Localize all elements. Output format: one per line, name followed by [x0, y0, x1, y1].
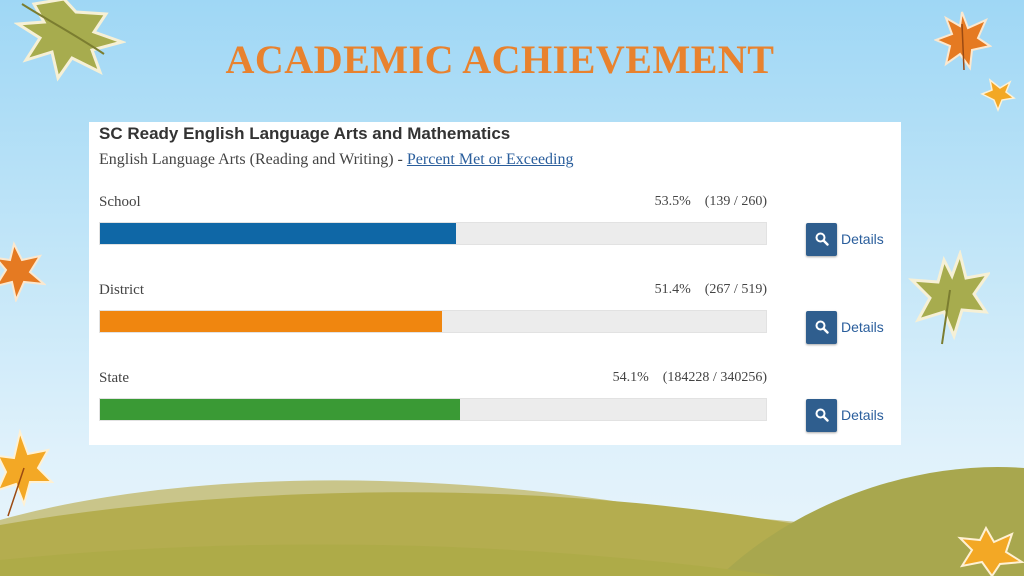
- details-icon-button[interactable]: [806, 398, 837, 432]
- row-district: District 51.4% (267 / 519) Details: [89, 282, 901, 344]
- details-button[interactable]: Details: [806, 398, 884, 432]
- leaf-icon: [934, 11, 992, 71]
- row-stat: 53.5% (139 / 260): [654, 194, 767, 209]
- leaf-icon: [0, 241, 46, 302]
- details-icon-button[interactable]: [806, 310, 837, 344]
- row-stat: 54.1% (184228 / 340256): [612, 370, 767, 385]
- progress-track: [99, 222, 767, 245]
- percent-met-link[interactable]: Percent Met or Exceeding: [406, 151, 574, 168]
- search-icon: [815, 408, 829, 422]
- slide-title: ACADEMIC ACHIEVEMENT: [225, 37, 775, 82]
- details-icon-button[interactable]: [806, 222, 837, 256]
- details-label[interactable]: Details: [841, 231, 884, 247]
- row-label: District: [99, 282, 144, 298]
- progress-fill: [100, 223, 457, 244]
- leaf-icon: [957, 525, 1024, 576]
- progress-track: [99, 310, 767, 333]
- row-school: School 53.5% (139 / 260) Details: [89, 194, 901, 256]
- search-icon: [815, 232, 829, 246]
- panel-subheading: English Language Arts (Reading and Writi…: [99, 151, 574, 169]
- leaf-icon: [980, 78, 1016, 112]
- row-label: School: [99, 194, 141, 210]
- details-label[interactable]: Details: [841, 407, 884, 423]
- progress-track: [99, 398, 767, 421]
- row-stat: 51.4% (267 / 519): [654, 282, 767, 297]
- leaf-icon: [908, 250, 990, 345]
- details-button[interactable]: Details: [806, 310, 884, 344]
- leaf-icon: [0, 428, 54, 517]
- row-state: State 54.1% (184228 / 340256) Details: [89, 370, 901, 432]
- panel-heading: SC Ready English Language Arts and Mathe…: [99, 124, 511, 143]
- leaf-icon: [14, 0, 126, 82]
- achievement-panel: SC Ready English Language Arts and Mathe…: [89, 122, 901, 445]
- search-icon: [815, 320, 829, 334]
- progress-fill: [100, 311, 443, 332]
- details-label[interactable]: Details: [841, 319, 884, 335]
- details-button[interactable]: Details: [806, 222, 884, 256]
- row-label: State: [99, 370, 129, 386]
- subheading-text: English Language Arts (Reading and Writi…: [99, 151, 407, 168]
- progress-fill: [100, 399, 461, 420]
